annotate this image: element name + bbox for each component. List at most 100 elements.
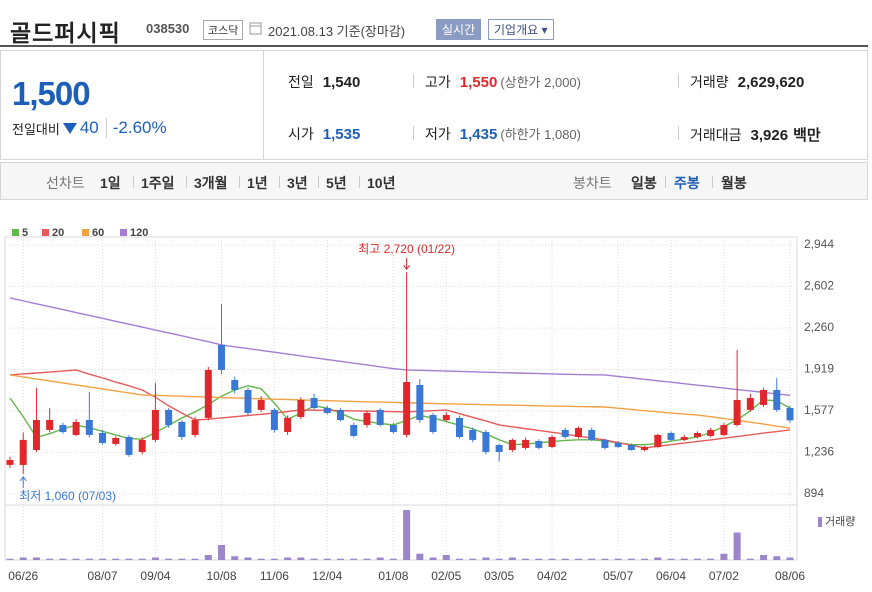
- x-tick-label: 02/05: [431, 569, 461, 583]
- candle-body: [469, 429, 477, 440]
- candle-body: [191, 419, 199, 435]
- company-dropdown[interactable]: 기업개요 ▾: [488, 19, 554, 40]
- volume-bar: [707, 558, 715, 560]
- candle-body: [284, 417, 292, 433]
- candle-body: [72, 421, 80, 435]
- candle-body: [482, 432, 490, 452]
- tab[interactable]: 3개월: [194, 175, 228, 191]
- candle-body: [363, 412, 371, 425]
- candle-body: [773, 390, 781, 410]
- candle-body: [257, 399, 265, 410]
- tab[interactable]: 월봉: [721, 175, 747, 191]
- tab[interactable]: 1년: [247, 175, 268, 191]
- candle-body: [323, 407, 331, 413]
- volume-bar: [85, 558, 93, 560]
- candle-body: [588, 429, 596, 440]
- volume-bar: [574, 558, 582, 560]
- candle-body: [693, 432, 701, 437]
- volume-bar: [72, 558, 80, 560]
- volume-bar: [641, 558, 649, 560]
- tab-sep[interactable]: [318, 176, 319, 188]
- change-label: 전일대비: [12, 121, 60, 137]
- candle-body: [112, 437, 120, 444]
- candle-body: [6, 459, 14, 465]
- x-tick-label: 10/08: [207, 569, 237, 583]
- x-tick-label: 04/02: [537, 569, 567, 583]
- stat: 고가 1,550 (상한가 2,000): [425, 72, 581, 92]
- legend-swatch: [12, 229, 19, 236]
- base-date: 2021.08.13 기준(장마감): [268, 24, 406, 39]
- candle-body: [561, 429, 569, 437]
- tab[interactable]: 주봉: [674, 175, 700, 191]
- candle-body: [760, 390, 768, 405]
- volume-bar: [773, 556, 781, 560]
- volume-bar: [284, 557, 292, 560]
- annotation: 최고 2,720 (01/22): [358, 242, 455, 256]
- volume-legend: 거래량: [825, 515, 855, 528]
- stat-label: 전일: [288, 74, 314, 90]
- volume-bar: [165, 558, 173, 560]
- volume-frame: [4, 504, 798, 561]
- tab[interactable]: 10년: [367, 175, 396, 191]
- volume-bar: [667, 558, 675, 560]
- volume-bar: [746, 558, 754, 560]
- candle-body: [32, 419, 40, 450]
- tab-sep[interactable]: [133, 176, 134, 188]
- quote-panel: [0, 50, 868, 160]
- ma-line: [9, 374, 791, 429]
- realtime-button[interactable]: 실시간: [436, 19, 482, 40]
- tab-sep[interactable]: [712, 176, 713, 188]
- annotation-arrowhead: [19, 475, 27, 482]
- stat-divider: [413, 126, 414, 140]
- tab-sep[interactable]: [186, 176, 187, 188]
- stat-divider: [413, 74, 414, 88]
- candle-body: [270, 409, 278, 430]
- stock-code: 038530: [146, 21, 190, 36]
- volume-bar: [376, 557, 384, 560]
- stat-value: 3,926: [750, 127, 789, 144]
- volume-legend-swatch: [818, 517, 822, 527]
- volume-bar: [469, 558, 477, 560]
- candle-body: [680, 436, 688, 440]
- change-row: 전일대비 40 -2.60%: [12, 118, 167, 138]
- volume-bar: [508, 557, 516, 560]
- candle-body: [720, 424, 728, 435]
- y-tick-label: 1,236: [804, 445, 834, 459]
- change-rate: -2.60%: [105, 118, 167, 138]
- y-tick-label: 2,260: [804, 320, 834, 334]
- y-tick-label: 1,919: [804, 362, 834, 376]
- annotation: 최저 1,060 (07/03): [19, 489, 116, 503]
- tab[interactable]: 5년: [326, 175, 347, 191]
- legend-swatch: [42, 229, 49, 236]
- candle-body: [455, 417, 463, 437]
- tab-sep[interactable]: [665, 176, 666, 188]
- ma-line: [9, 297, 791, 397]
- volume-bar: [363, 558, 371, 560]
- tab-sep[interactable]: [279, 176, 280, 188]
- candle-body: [442, 415, 450, 420]
- volume-bar: [46, 558, 54, 560]
- candle-body: [508, 439, 516, 450]
- stat-unit: 백만: [793, 127, 821, 144]
- stat-label: 시가: [288, 126, 314, 142]
- tab[interactable]: 1일: [100, 175, 121, 191]
- legend-label: 20: [52, 227, 64, 239]
- tab[interactable]: 일봉: [631, 175, 657, 191]
- volume-bar: [231, 556, 239, 560]
- tab[interactable]: 3년: [287, 175, 308, 191]
- legend-swatch: [82, 229, 89, 236]
- x-tick-label: 07/02: [709, 569, 739, 583]
- y-tick-label: 2,602: [804, 279, 834, 293]
- legend-label: 60: [92, 227, 104, 239]
- candle-body: [310, 398, 318, 408]
- volume-bar: [270, 558, 278, 560]
- tab[interactable]: 1주일: [141, 175, 175, 191]
- x-tick-label: 03/05: [484, 569, 514, 583]
- tab-sep[interactable]: [359, 176, 360, 188]
- tab-sep[interactable]: [239, 176, 240, 188]
- x-tick-label: 12/04: [312, 569, 342, 583]
- candle-body: [746, 398, 754, 410]
- candle-body: [19, 439, 27, 465]
- candle-body: [125, 436, 133, 455]
- volume-bar: [522, 558, 530, 560]
